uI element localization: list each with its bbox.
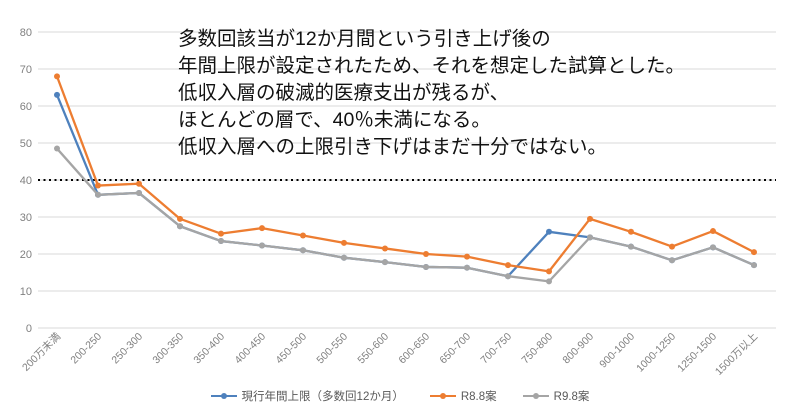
data-point (382, 245, 388, 252)
data-point (300, 247, 306, 254)
data-point (546, 278, 552, 285)
legend-item-current-cap: 現行年間上限（多数回12か月） (210, 388, 404, 404)
data-point (464, 264, 470, 271)
annotation-line-5: 低収入層への上限引き下げはまだ十分ではない。 (178, 136, 608, 158)
x-axis-tick-label: 200-250 (68, 331, 104, 367)
data-point (669, 257, 675, 264)
legend-swatch-gray-icon (522, 393, 549, 399)
data-point (259, 225, 265, 232)
data-point (177, 215, 183, 222)
data-point (710, 244, 716, 251)
data-point (341, 254, 347, 261)
data-point (54, 73, 60, 80)
legend-swatch-orange-icon (429, 393, 456, 399)
x-axis-tick-label: 300-350 (150, 331, 186, 367)
data-point (546, 228, 552, 235)
x-axis-tick-label: 900-1000 (597, 331, 637, 371)
annotation-line-4: ほとんどの層で、40％未満になる。 (178, 109, 491, 131)
y-axis-tick-label: 10 (20, 286, 32, 298)
y-axis-tick-label: 50 (20, 138, 32, 150)
annotation-line-2: 年間上限が設定されたため、それを想定した試算とした。 (178, 55, 686, 77)
data-point (259, 242, 265, 249)
line-chart: 0 10 20 30 40 50 60 70 80 200万未満 200-250 250-300 300… (20, 27, 776, 378)
legend-swatch-blue-icon (210, 393, 237, 399)
data-point (300, 232, 306, 239)
data-point (136, 180, 142, 187)
data-point (505, 262, 511, 269)
x-axis-tick-label: 1500万以上 (713, 331, 760, 378)
data-point (669, 243, 675, 250)
y-axis-tick-label: 20 (20, 249, 32, 261)
data-point (218, 238, 224, 245)
x-axis-tick-label: 1000-1250 (634, 331, 678, 375)
data-point (628, 243, 634, 250)
y-axis-tick-label: 0 (26, 323, 32, 335)
data-point (587, 234, 593, 241)
y-axis-tick-label: 40 (20, 175, 32, 187)
x-axis-tick-label: 200万未満 (20, 330, 64, 374)
data-point (710, 228, 716, 235)
y-axis-tick-label: 60 (20, 101, 32, 113)
x-axis-tick-label: 250-300 (109, 331, 145, 367)
data-point (218, 230, 224, 237)
data-point (177, 223, 183, 230)
legend-label-current-cap: 現行年間上限（多数回12か月） (241, 391, 404, 403)
y-axis-tick-label: 30 (20, 212, 32, 224)
y-axis-tick-label: 80 (20, 27, 32, 39)
data-point (423, 251, 429, 257)
data-point (54, 91, 60, 98)
data-point (751, 249, 757, 256)
x-axis-tick-label: 500-550 (314, 331, 350, 367)
series-line-1 (55, 75, 756, 273)
legend-item-r98: R9.8案 (522, 388, 590, 404)
data-point (505, 273, 511, 280)
data-point (95, 182, 101, 189)
x-axis-tick-label: 550-600 (355, 331, 391, 367)
chart-legend: 現行年間上限（多数回12か月） R8.8案 R9.8案 (0, 388, 800, 404)
x-axis-tick-label: 1250-1500 (675, 331, 719, 375)
x-axis-tick-label: 700-750 (478, 331, 514, 367)
x-axis-tick-label: 400-450 (232, 331, 268, 367)
data-point (136, 189, 142, 196)
y-axis-tick-label: 70 (20, 64, 32, 76)
data-point (382, 259, 388, 266)
x-axis-tick-label: 750-800 (519, 331, 555, 367)
data-point (423, 263, 429, 270)
data-point (628, 228, 634, 235)
x-axis-tick-label: 350-400 (191, 331, 227, 367)
x-axis-tick-label: 450-500 (273, 331, 309, 367)
legend-label-r88: R8.8案 (460, 391, 497, 403)
data-point (464, 253, 470, 260)
data-point (751, 262, 757, 269)
data-point (546, 268, 552, 275)
chart-annotation: 多数回該当が12か月間という引き上げ後の 年間上限が設定されたため、それを想定し… (178, 26, 685, 161)
legend-item-r88: R8.8案 (429, 388, 497, 404)
x-axis-tick-label: 650-700 (437, 331, 473, 367)
data-point (587, 215, 593, 222)
x-axis-tick-label: 800-900 (560, 331, 596, 367)
annotation-line-1: 多数回該当が12か月間という引き上げ後の (178, 28, 551, 50)
data-point (54, 145, 60, 152)
series-line-2 (55, 147, 756, 283)
legend-label-r98: R9.8案 (553, 391, 590, 403)
annotation-line-3: 低収入層の破滅的医療支出が残るが、 (178, 82, 510, 104)
data-point (95, 191, 101, 198)
data-point (341, 239, 347, 246)
x-axis-tick-label: 600-650 (396, 331, 432, 367)
